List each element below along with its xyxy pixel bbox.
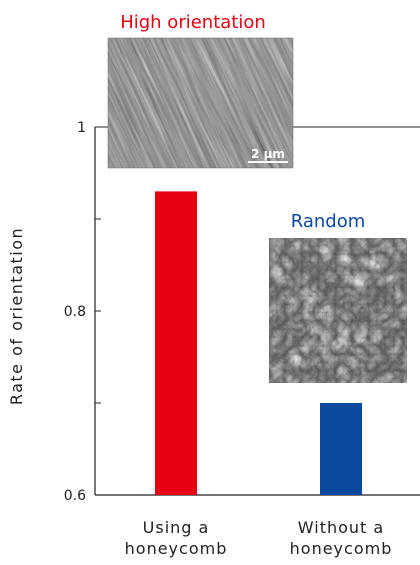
y-tick-label: 0.8 [64, 304, 86, 320]
inset-image-aligned: 2 μm [107, 37, 294, 169]
y-ticks: 0.6 0.8 1 [64, 120, 101, 504]
inset-image-random [269, 238, 407, 383]
category-label: Without a [298, 518, 384, 537]
category-label: honeycomb [290, 539, 393, 558]
y-axis-label: Rate of orientation [7, 227, 26, 405]
category-label: honeycomb [125, 539, 228, 558]
y-tick-label: 0.6 [64, 488, 86, 504]
category-label: Using a [143, 518, 210, 537]
category-labels: Using a honeycomb Without a honeycomb [125, 518, 393, 558]
y-tick-label: 1 [77, 120, 86, 136]
bars [155, 191, 362, 495]
scale-bar-label: 2 μm [251, 147, 285, 161]
annotation-random: Random [291, 211, 366, 232]
bar-using-honeycomb [155, 191, 197, 495]
annotation-high-orientation: High orientation [120, 12, 266, 33]
bar-without-honeycomb [320, 403, 362, 495]
